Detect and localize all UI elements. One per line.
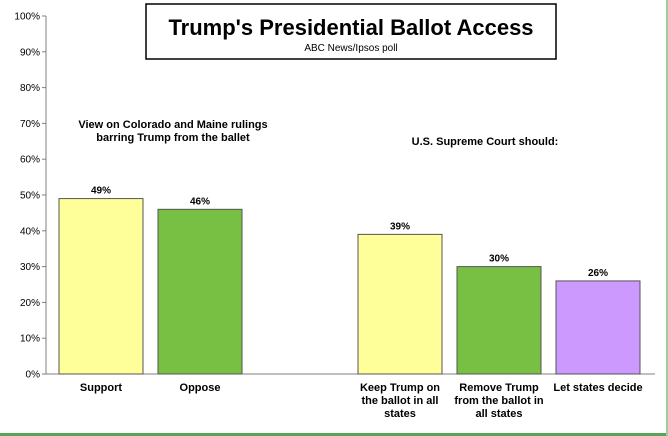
bar (58, 198, 144, 375)
y-tick-label: 70% (20, 119, 40, 130)
title-box: Trump's Presidential Ballot Access ABC N… (145, 3, 557, 60)
x-category-label: Keep Trump on (360, 382, 440, 394)
bar-value-label: 46% (190, 196, 210, 207)
y-tick-label: 0% (26, 370, 41, 381)
x-category-label: Remove Trump (459, 382, 539, 394)
bar-value-label: 26% (588, 268, 608, 279)
group-headings: View on Colorado and Maine rulingsbarrin… (78, 119, 558, 148)
y-tick-label: 30% (20, 262, 40, 273)
x-category-label: states (384, 408, 416, 420)
bar-value-label: 39% (390, 221, 410, 232)
x-category-label: Let states decide (553, 382, 642, 394)
bottom-border (0, 433, 668, 436)
bar-value-label: 49% (91, 186, 111, 197)
right-border (666, 0, 668, 436)
bar-value-label: 30% (489, 254, 509, 265)
group-heading-line: View on Colorado and Maine rulings (78, 119, 267, 131)
group-heading-line: U.S. Supreme Court should: (412, 136, 559, 148)
y-axis: 0% 10% 20% 30% 40% 50% 60% 70% 80% 90% 100% (14, 12, 655, 381)
data-labels: 49% 46% 39% 30% 26% (91, 186, 608, 279)
group-heading-line: barring Trump from the ballet (96, 132, 250, 144)
chart-title: Trump's Presidential Ballot Access (168, 15, 533, 40)
y-tick-label: 20% (20, 298, 40, 309)
x-category-label: from the ballot in (454, 395, 544, 407)
x-category-label: the ballot in all (361, 395, 438, 407)
bar (157, 208, 243, 375)
y-tick-label: 50% (20, 191, 40, 202)
y-tick-label: 90% (20, 47, 40, 58)
bar (357, 233, 443, 375)
y-tick-label: 10% (20, 334, 40, 345)
y-tick-label: 40% (20, 226, 40, 237)
bar (555, 280, 641, 375)
y-tick-label: 80% (20, 83, 40, 94)
y-tick-label: 100% (14, 12, 40, 23)
x-category-label: Oppose (180, 382, 221, 394)
x-category-label: all states (475, 408, 522, 420)
chart-subtitle: ABC News/Ipsos poll (304, 43, 397, 54)
bars (58, 198, 641, 375)
title-box-border (145, 3, 557, 60)
bar (456, 266, 542, 375)
x-category-label: Support (80, 382, 122, 394)
y-tick-label: 60% (20, 155, 40, 166)
